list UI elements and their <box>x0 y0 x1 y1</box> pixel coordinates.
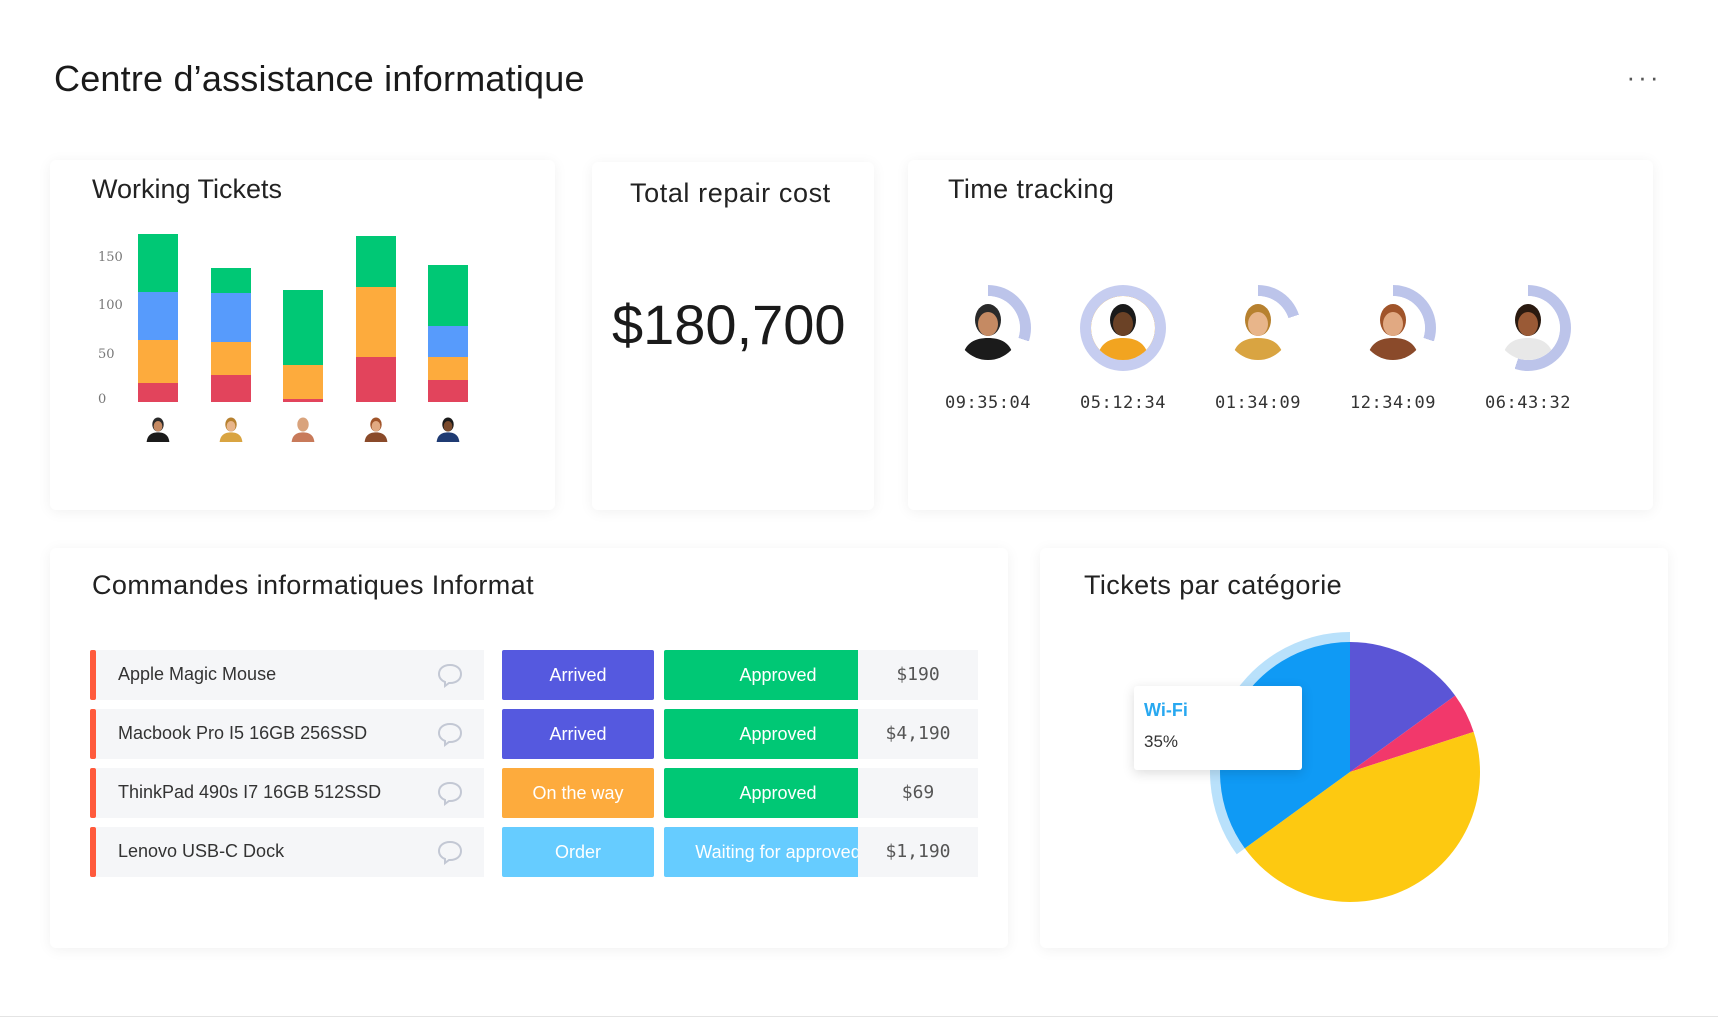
orders-card: Commandes informatiques Informat Apple M… <box>50 548 1008 948</box>
comment-icon[interactable] <box>436 839 464 865</box>
bottom-divider <box>0 1016 1718 1017</box>
order-item-name: Apple Magic Mouse <box>118 664 277 684</box>
pie-slice[interactable] <box>1350 695 1474 772</box>
bar-segment <box>210 267 251 294</box>
bar-segment <box>138 234 178 293</box>
approval-badge[interactable]: Waiting for approved <box>664 827 892 877</box>
status-badge[interactable]: On the way <box>502 768 654 818</box>
row-marker <box>90 650 96 700</box>
y-tick-label: 100 <box>98 298 123 313</box>
time-tracking-card: Time tracking 09:35:04 05:12:34 01:34:09 12… <box>908 160 1653 510</box>
time-tracking-title: Time tracking <box>948 174 1115 204</box>
order-row[interactable]: Apple Magic Mouse Arrived Approved $190 <box>90 650 1008 700</box>
more-options-icon[interactable]: ··· <box>1626 62 1662 92</box>
repair-cost-title: Total repair cost <box>630 178 831 208</box>
y-tick-label: 0 <box>98 392 107 407</box>
row-marker <box>90 827 96 877</box>
pie-slice[interactable] <box>1244 731 1480 903</box>
bar-segment <box>138 292 178 341</box>
tracked-time: 05:12:34 <box>1080 393 1166 413</box>
order-row[interactable]: Macbook Pro I5 16GB 256SSD Arrived Approve… <box>90 709 1008 759</box>
orders-title: Commandes informatiques Informat <box>92 570 534 600</box>
tracked-time: 09:35:04 <box>945 393 1031 413</box>
order-row[interactable]: ThinkPad 490s I7 16GB 512SSD On the way Ap… <box>90 768 1008 818</box>
person-woman-avatar-icon[interactable] <box>216 414 245 442</box>
y-tick-label: 50 <box>98 347 115 362</box>
status-badge[interactable]: Arrived <box>502 709 654 759</box>
pie-tooltip-value: 35% <box>1144 732 1179 751</box>
person-bearded-avatar-icon <box>956 296 1020 360</box>
time-tracker-item[interactable]: 09:35:04 <box>928 285 1048 425</box>
page-title: Centre d’assistance informatique <box>54 58 585 99</box>
bar-segment <box>283 398 323 402</box>
order-price: $1,190 <box>858 827 978 877</box>
order-price: $4,190 <box>858 709 978 759</box>
working-tickets-title: Working Tickets <box>92 174 283 204</box>
y-tick-label: 150 <box>98 250 123 265</box>
approval-badge[interactable]: Approved <box>664 650 892 700</box>
pie-tooltip: Wi-Fi 35% <box>1134 686 1302 770</box>
time-tracker-item[interactable]: 01:34:09 <box>1198 285 1318 425</box>
pie-slice[interactable] <box>1350 642 1456 772</box>
time-tracker-item[interactable]: 05:12:34 <box>1063 285 1183 425</box>
bar-segment <box>138 340 178 383</box>
person-man-avatar-icon <box>1496 296 1560 360</box>
person-woman-long-hair-avatar-icon <box>1361 296 1425 360</box>
bar-segment <box>283 365 323 399</box>
bar-segment <box>355 286 396 358</box>
bar-segment <box>428 265 468 326</box>
bar-segment <box>138 382 178 402</box>
row-marker <box>90 709 96 759</box>
tickets-category-card: Tickets par catégorie Wi-Fi 35% <box>1040 548 1668 948</box>
status-badge[interactable]: Order <box>502 827 654 877</box>
repair-cost-value: $180,700 <box>612 293 846 356</box>
order-item-cell[interactable]: Apple Magic Mouse <box>96 650 484 700</box>
bar-segment <box>428 357 468 380</box>
time-tracker-item[interactable]: 12:34:09 <box>1333 285 1453 425</box>
order-item-name: ThinkPad 490s I7 16GB 512SSD <box>118 782 382 802</box>
status-badge[interactable]: Arrived <box>502 650 654 700</box>
bar-segment <box>355 357 396 402</box>
tracked-time: 12:34:09 <box>1350 393 1436 413</box>
order-item-cell[interactable]: Lenovo USB-C Dock <box>96 827 484 877</box>
order-item-cell[interactable]: ThinkPad 490s I7 16GB 512SSD <box>96 768 484 818</box>
order-row[interactable]: Lenovo USB-C Dock Order Waiting for approv… <box>90 827 1008 877</box>
bar-segment <box>428 325 468 358</box>
order-price: $190 <box>858 650 978 700</box>
approval-badge[interactable]: Approved <box>664 709 892 759</box>
tickets-category-title: Tickets par catégorie <box>1084 570 1343 600</box>
person-bald-avatar-icon[interactable] <box>289 414 317 442</box>
bar-segment <box>210 375 251 402</box>
row-marker <box>90 768 96 818</box>
order-item-cell[interactable]: Macbook Pro I5 16GB 256SSD <box>96 709 484 759</box>
person-curly-avatar-icon <box>1091 296 1155 360</box>
comment-icon[interactable] <box>436 662 464 688</box>
repair-cost-card: Total repair cost $180,700 <box>592 162 874 510</box>
tracked-time: 06:43:32 <box>1485 393 1571 413</box>
order-item-name: Macbook Pro I5 16GB 256SSD <box>118 723 368 743</box>
person-man-avatar-icon[interactable] <box>434 414 462 442</box>
comment-icon[interactable] <box>436 780 464 806</box>
tracked-time: 01:34:09 <box>1215 393 1301 413</box>
person-bearded-avatar-icon[interactable] <box>144 414 172 442</box>
bar-segment <box>355 236 396 287</box>
bar-segment <box>283 290 323 366</box>
comment-icon[interactable] <box>436 721 464 747</box>
person-woman-curly-avatar-icon[interactable] <box>361 414 390 442</box>
order-item-name: Lenovo USB-C Dock <box>118 841 285 861</box>
pie-tooltip-label: Wi-Fi <box>1144 700 1188 720</box>
person-woman-avatar-icon <box>1226 296 1290 360</box>
bar-segment <box>428 379 468 402</box>
order-price: $69 <box>858 768 978 818</box>
working-tickets-card: Working Tickets 150 100 50 0 <box>50 160 555 510</box>
time-tracker-item[interactable]: 06:43:32 <box>1468 285 1588 425</box>
tickets-pie-chart <box>1210 632 1480 903</box>
bar-segment <box>210 293 251 342</box>
bar-segment <box>210 341 251 376</box>
approval-badge[interactable]: Approved <box>664 768 892 818</box>
